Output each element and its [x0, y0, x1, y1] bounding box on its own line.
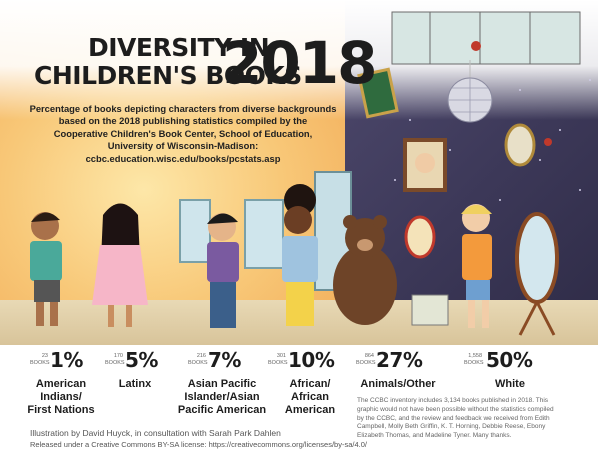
book-count: 216 BOOKS	[188, 353, 208, 366]
illustration-credit: Illustration by David Huyck, in consulta…	[30, 428, 281, 438]
title-line-1: DIVERSITY IN	[88, 33, 270, 62]
label-latinx: Latinx	[118, 378, 152, 390]
book-count: 301 BOOKS	[268, 353, 288, 366]
subtitle-line: based on the 2018 publishing statistics …	[58, 115, 308, 127]
percent-white: 50%	[486, 348, 533, 372]
stats-panel	[0, 345, 598, 462]
acknowledgement-note: The CCBC inventory includes 3,134 books …	[357, 397, 554, 440]
illustration	[30, 11, 591, 336]
label-animals: Animals/Other	[360, 378, 436, 390]
book-count: 864 BOOKS	[356, 353, 376, 366]
label-african: African/African American	[284, 378, 336, 416]
book-icon	[411, 294, 449, 326]
subtitle-line: Percentage of books depicting characters…	[29, 103, 337, 114]
comic-strip	[391, 11, 581, 65]
percent-asian-pacific: 7%	[208, 348, 241, 372]
percent-latinx: 5%	[125, 348, 158, 372]
child-3	[207, 213, 239, 328]
title-year: 2018	[222, 29, 377, 97]
book-count: 170 BOOKS	[105, 353, 125, 366]
subtitle: Percentage of books depicting characters…	[14, 103, 352, 165]
disco-ball	[447, 60, 493, 123]
label-white: White	[495, 378, 525, 390]
child-6	[461, 204, 492, 328]
subtitle-line: Cooperative Children's Book Center, Scho…	[53, 127, 313, 139]
label-american-indians: American Indians/First Nations	[27, 378, 95, 416]
book-count: 1,558 BOOKS	[464, 353, 484, 366]
percent-african: 10%	[288, 348, 335, 372]
child-4	[282, 184, 318, 326]
license-credit[interactable]: Released under a Creative Commons BY-SA …	[30, 440, 367, 449]
child-2	[92, 203, 148, 327]
child-1	[30, 212, 62, 326]
label-asian-pacific: Asian Pacific Islander/Asian Pacific Ameri…	[177, 378, 267, 416]
percent-animals: 27%	[376, 348, 423, 372]
bear	[333, 215, 397, 325]
percent-american-indians: 1%	[50, 348, 83, 372]
title-line-2: CHILDREN'S BOOKS	[34, 61, 302, 90]
subtitle-link[interactable]: ccbc.education.wisc.edu/books/pcstats.as…	[85, 152, 281, 164]
mirrors	[179, 171, 559, 336]
book-count: 23 BOOKS	[30, 353, 50, 366]
frames	[357, 67, 552, 259]
subtitle-line: University of Wisconsin-Madison:	[107, 140, 259, 152]
